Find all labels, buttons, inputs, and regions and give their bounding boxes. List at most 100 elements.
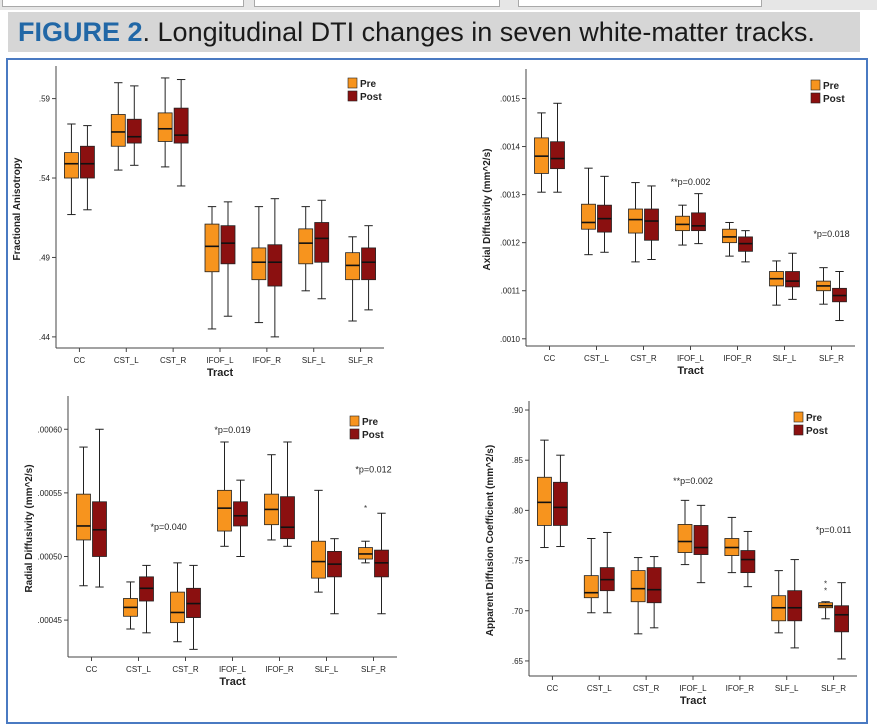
x-tick-label: CST_L xyxy=(584,354,609,363)
box-pre xyxy=(537,439,552,549)
box-body xyxy=(314,222,330,263)
significance-annotation: *p=0.040 xyxy=(151,522,187,532)
legend-swatch-pre xyxy=(347,77,358,89)
box-body xyxy=(280,496,295,540)
boxplot-panels: .44 .49 .54 .59 CC CST_L CST_R IFOF_L IFOF_R SLF_… xyxy=(12,66,857,707)
box-post xyxy=(599,531,615,614)
box-pre xyxy=(677,499,693,566)
box-body xyxy=(630,570,646,603)
x-tick-label: IFOF_R xyxy=(726,684,755,693)
box-body xyxy=(173,107,189,144)
y-tick-label: .0011 xyxy=(501,287,521,296)
figure-label: FIGURE 2 xyxy=(18,17,143,47)
box-pre xyxy=(722,221,737,257)
x-tick-label: IFOF_R xyxy=(265,665,294,674)
box-post xyxy=(787,559,803,649)
box-post xyxy=(550,102,565,193)
significance-annotation: *p=0.019 xyxy=(214,425,250,435)
box-body xyxy=(110,114,126,147)
box-pre xyxy=(771,570,787,634)
chart-panel-2: .0010 .0011 .0012 .0013 .0014 .0015 CC CST_L CST… xyxy=(482,69,855,377)
box-pre xyxy=(76,446,91,587)
box-body xyxy=(550,141,565,170)
y-axis-title: Axial Diffusivity (mm^2/s) xyxy=(482,149,493,271)
x-tick-label: CC xyxy=(86,665,98,674)
box-post xyxy=(92,428,107,588)
box-pre xyxy=(534,112,549,193)
x-tick-label: IFOF_R xyxy=(253,356,282,365)
box-body xyxy=(553,481,568,526)
box-post xyxy=(374,512,389,615)
legend-label-post: Post xyxy=(362,430,384,441)
box-pre xyxy=(345,236,360,322)
legend-swatch-post xyxy=(793,424,804,436)
box-pre xyxy=(675,204,690,246)
significance-annotation: *p=0.012 xyxy=(355,465,391,475)
box-body xyxy=(693,525,709,555)
legend-label-pre: Pre xyxy=(362,417,379,428)
box-pre xyxy=(123,581,138,630)
chart-panel-3: .00045 .00050 .00055 .00060 CC CST_L CST_R IFOF… xyxy=(24,396,397,688)
significance-annotation: **p=0.002 xyxy=(673,476,713,486)
box-body xyxy=(126,118,142,144)
box-post xyxy=(693,504,709,584)
box-post xyxy=(186,564,201,650)
box-pre xyxy=(157,77,173,168)
legend-label-post: Post xyxy=(823,94,845,105)
y-tick-label: .90 xyxy=(512,406,524,415)
x-tick-label: SLF_L xyxy=(302,356,326,365)
y-tick-label: .80 xyxy=(512,506,524,515)
box-body xyxy=(537,476,552,526)
y-tick-label: .70 xyxy=(512,607,524,616)
legend-swatch-pre xyxy=(793,411,804,423)
box-pre xyxy=(170,562,185,643)
box-pre xyxy=(251,206,267,324)
box-post xyxy=(646,556,662,629)
box-body xyxy=(220,225,236,265)
outlier-marker: * xyxy=(824,587,827,596)
x-tick-label: CST_L xyxy=(114,356,139,365)
box-body xyxy=(170,591,185,624)
box-post xyxy=(327,538,342,615)
y-tick-label: .0013 xyxy=(500,191,521,200)
x-axis-title: Tract xyxy=(219,676,246,688)
x-tick-label: CST_L xyxy=(126,665,151,674)
box-pre xyxy=(204,206,220,330)
box-body xyxy=(217,489,232,532)
x-tick-label: SLF_R xyxy=(361,665,386,674)
box-pre xyxy=(816,267,831,305)
legend: Pre Post xyxy=(347,77,382,103)
box-body xyxy=(311,540,326,579)
legend-label-post: Post xyxy=(360,92,382,103)
legend-label-pre: Pre xyxy=(360,79,377,90)
box-post xyxy=(691,193,706,245)
box-post xyxy=(644,185,659,260)
x-tick-label: CC xyxy=(74,356,86,365)
box-pre xyxy=(630,557,646,635)
box-pre: ** xyxy=(818,580,833,620)
y-axis-title: Apparent Diffusion Coefficient (mm^2/s) xyxy=(485,445,496,636)
box-post xyxy=(220,201,236,317)
box-post xyxy=(173,79,189,187)
box-post xyxy=(597,175,612,253)
y-tick-label: .00060 xyxy=(38,425,63,434)
legend-label-pre: Pre xyxy=(806,413,823,424)
x-tick-label: IFOF_L xyxy=(219,665,247,674)
box-pre xyxy=(583,537,599,614)
box-body xyxy=(628,208,643,234)
box-pre xyxy=(769,260,784,306)
x-tick-label: IFOF_L xyxy=(679,684,707,693)
y-tick-label: .0014 xyxy=(500,143,521,152)
toolbar-field-3[interactable] xyxy=(518,0,762,7)
box-body xyxy=(740,550,756,574)
toolbar-field-2[interactable] xyxy=(254,0,500,7)
box-body xyxy=(298,228,314,265)
x-axis-title: Tract xyxy=(677,365,704,377)
y-tick-label: .00045 xyxy=(38,616,63,625)
x-tick-label: CST_R xyxy=(633,684,659,693)
y-axis-title: Fractional Anisotropy xyxy=(12,157,23,260)
box-pre xyxy=(311,489,326,593)
legend-swatch-post xyxy=(810,92,821,104)
x-tick-label: CST_R xyxy=(630,354,656,363)
toolbar-field-1[interactable] xyxy=(2,0,244,7)
